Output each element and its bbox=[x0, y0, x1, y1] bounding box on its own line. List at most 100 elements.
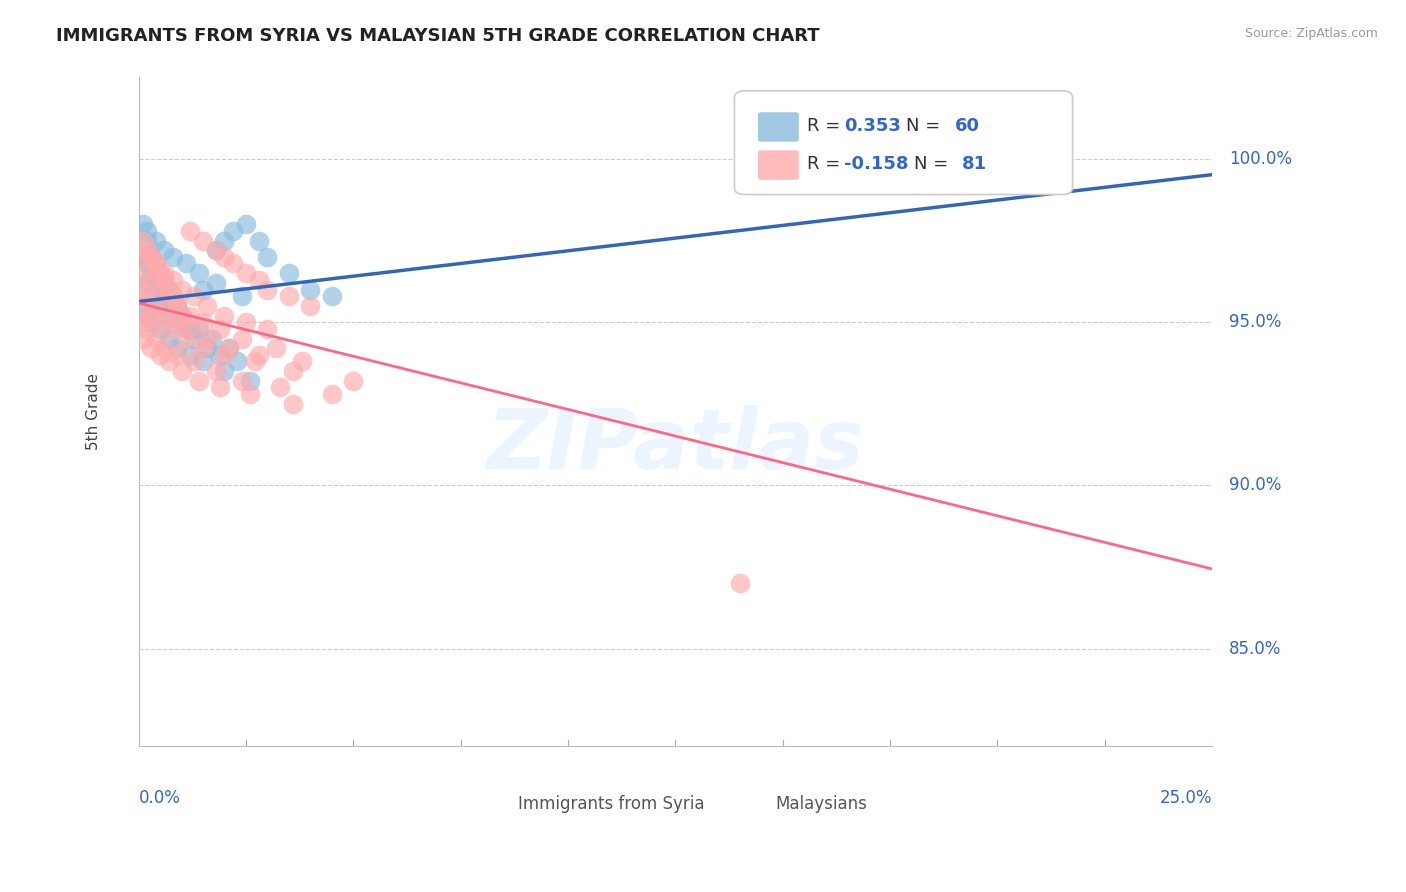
Point bbox=[243, 354, 266, 368]
Point bbox=[209, 380, 232, 394]
Point bbox=[153, 289, 176, 303]
Point bbox=[191, 354, 214, 368]
Point bbox=[214, 250, 236, 264]
Point bbox=[153, 273, 176, 287]
Point bbox=[195, 341, 218, 355]
Point bbox=[191, 315, 214, 329]
Point bbox=[141, 341, 163, 355]
Point bbox=[205, 244, 228, 258]
Point bbox=[222, 256, 245, 270]
Text: N =: N = bbox=[907, 117, 946, 136]
Point bbox=[153, 244, 176, 258]
Point bbox=[145, 256, 167, 270]
Point bbox=[195, 299, 218, 313]
Point bbox=[162, 289, 184, 303]
Point bbox=[157, 332, 180, 346]
Point bbox=[145, 256, 167, 270]
Point bbox=[166, 299, 188, 313]
Point bbox=[136, 224, 159, 238]
Point bbox=[136, 250, 159, 264]
Point bbox=[141, 273, 163, 287]
Point bbox=[256, 322, 278, 336]
Point bbox=[145, 299, 167, 313]
Point bbox=[136, 309, 159, 323]
Point bbox=[149, 266, 172, 280]
Point bbox=[205, 276, 228, 290]
Text: IMMIGRANTS FROM SYRIA VS MALAYSIAN 5TH GRADE CORRELATION CHART: IMMIGRANTS FROM SYRIA VS MALAYSIAN 5TH G… bbox=[56, 27, 820, 45]
Point bbox=[264, 341, 287, 355]
Point bbox=[132, 266, 155, 280]
Text: 60: 60 bbox=[955, 117, 980, 136]
FancyBboxPatch shape bbox=[731, 793, 768, 816]
Point bbox=[235, 217, 257, 231]
Point bbox=[342, 374, 364, 388]
Point bbox=[256, 283, 278, 297]
Point bbox=[170, 283, 193, 297]
Point bbox=[153, 309, 176, 323]
Point bbox=[239, 387, 262, 401]
Point bbox=[149, 283, 172, 297]
Point bbox=[141, 315, 163, 329]
Point bbox=[299, 299, 322, 313]
Point bbox=[321, 387, 343, 401]
Point bbox=[136, 244, 159, 258]
FancyBboxPatch shape bbox=[758, 151, 799, 180]
Text: Source: ZipAtlas.com: Source: ZipAtlas.com bbox=[1244, 27, 1378, 40]
Point bbox=[277, 289, 299, 303]
Point bbox=[136, 276, 159, 290]
Point bbox=[179, 348, 201, 362]
Point bbox=[179, 309, 201, 323]
Point bbox=[183, 354, 205, 368]
Point bbox=[179, 224, 201, 238]
Point bbox=[191, 283, 214, 297]
Point bbox=[132, 283, 155, 297]
Point bbox=[205, 364, 228, 378]
Point bbox=[166, 348, 188, 362]
Point bbox=[136, 256, 159, 270]
Point bbox=[166, 299, 188, 313]
Point bbox=[149, 299, 172, 313]
Text: R =: R = bbox=[807, 155, 846, 173]
Text: 0.353: 0.353 bbox=[844, 117, 901, 136]
Point bbox=[231, 374, 253, 388]
Point bbox=[170, 309, 193, 323]
Point bbox=[214, 364, 236, 378]
Point bbox=[247, 273, 270, 287]
Point bbox=[277, 266, 299, 280]
Point bbox=[231, 289, 253, 303]
Point bbox=[136, 234, 159, 248]
Point bbox=[149, 348, 172, 362]
Point bbox=[235, 266, 257, 280]
Point bbox=[247, 348, 270, 362]
Point bbox=[226, 354, 249, 368]
Text: ZIPatlas: ZIPatlas bbox=[486, 405, 865, 486]
Point bbox=[132, 315, 155, 329]
Point bbox=[191, 341, 214, 355]
Point bbox=[187, 266, 209, 280]
Point bbox=[153, 341, 176, 355]
Point bbox=[209, 348, 232, 362]
Point bbox=[132, 234, 155, 248]
Point bbox=[141, 250, 163, 264]
Point bbox=[187, 322, 209, 336]
Point bbox=[149, 315, 172, 329]
Point bbox=[153, 273, 176, 287]
Text: 0.0%: 0.0% bbox=[139, 789, 180, 807]
Point bbox=[283, 364, 305, 378]
Point bbox=[174, 332, 197, 346]
Text: N =: N = bbox=[914, 155, 953, 173]
Point bbox=[299, 283, 322, 297]
Point bbox=[239, 374, 262, 388]
Text: Malaysians: Malaysians bbox=[775, 795, 868, 813]
Text: 81: 81 bbox=[962, 155, 987, 173]
Point bbox=[132, 217, 155, 231]
Point bbox=[145, 256, 167, 270]
Point bbox=[132, 299, 155, 313]
Point bbox=[174, 256, 197, 270]
Point bbox=[145, 332, 167, 346]
Point bbox=[157, 283, 180, 297]
Point bbox=[222, 224, 245, 238]
Point bbox=[214, 348, 236, 362]
Point bbox=[166, 315, 188, 329]
Point bbox=[162, 250, 184, 264]
